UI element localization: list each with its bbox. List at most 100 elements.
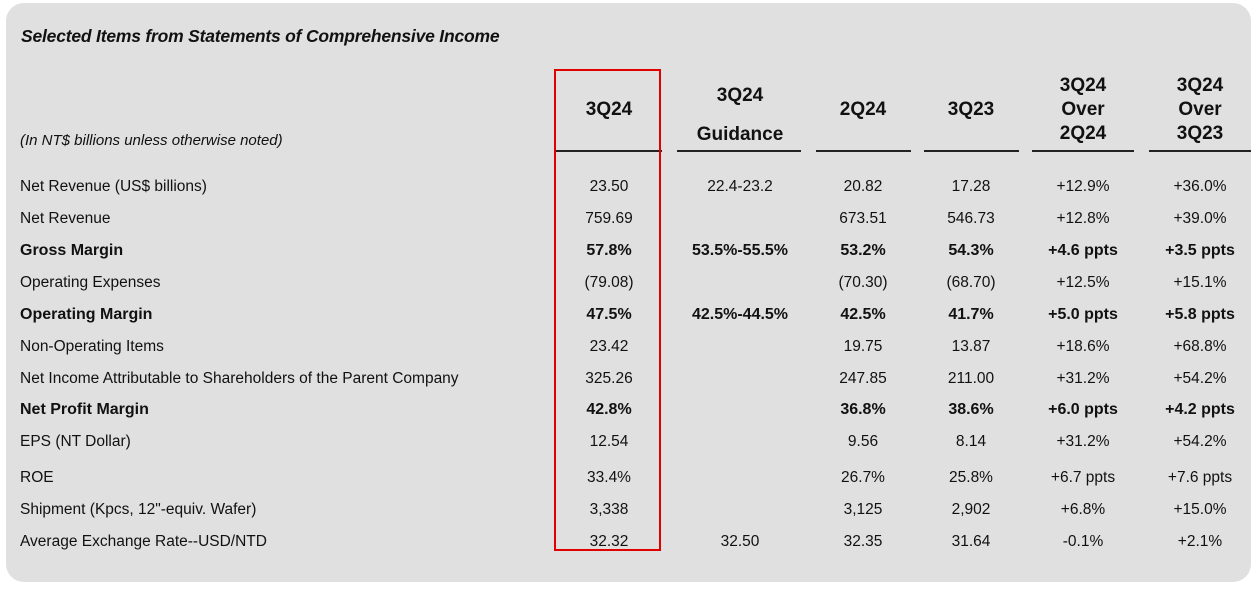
table-cell: +15.1%: [1173, 274, 1227, 291]
row-label: ROE: [20, 469, 54, 486]
table-row: Net Profit Margin 42.8% 36.8% 38.6% +6.0 ppt…: [0, 398, 1257, 422]
table-title: Selected Items from Statements of Compre…: [21, 26, 500, 46]
table-row: Net Revenue 759.69 673.51 546.73 +12.8% +39.0…: [0, 207, 1257, 231]
table-cell: 47.5%: [586, 306, 632, 323]
table-cell: 9.56: [847, 433, 879, 450]
table-row: Net Revenue (US$ billions) 23.50 22.4-23.2…: [0, 175, 1257, 199]
column-header-line: 3Q23: [1176, 123, 1224, 144]
table-row: Operating Margin 47.5% 42.5%-44.5% 42.5% 41.…: [0, 303, 1257, 327]
table-cell: 247.85: [839, 370, 887, 387]
column-header-line: 3Q24: [1176, 75, 1224, 96]
table-cell: (70.30): [838, 274, 888, 291]
table-cell: 2,902: [951, 501, 991, 518]
column-underline: [924, 150, 1019, 152]
table-cell: +6.7 ppts: [1050, 469, 1116, 486]
table-cell: +54.2%: [1173, 433, 1227, 450]
table-row: Shipment (Kpcs, 12"-equiv. Wafer) 3,338 3,…: [0, 498, 1257, 522]
table-cell: +12.8%: [1056, 210, 1110, 227]
row-label: Average Exchange Rate--USD/NTD: [20, 533, 267, 550]
units-note: (In NT$ billions unless otherwise noted): [20, 132, 283, 149]
table-cell: +18.6%: [1056, 338, 1110, 355]
row-label: Net Income Attributable to Shareholders …: [20, 370, 459, 387]
table-row: Gross Margin 57.8% 53.5%-55.5% 53.2% 54.3% +4…: [0, 239, 1257, 263]
column-header-6: 3Q24 Over 3Q23: [1130, 74, 1257, 146]
column-header-line: Over: [1061, 99, 1105, 120]
table-cell: 38.6%: [948, 401, 994, 418]
table-cell: 13.87: [951, 338, 991, 355]
table-cell: 759.69: [585, 210, 633, 227]
table-card: [6, 3, 1251, 582]
column-header-4: 3Q23: [901, 98, 1041, 122]
column-header-2: 3Q24 Guidance: [670, 76, 810, 154]
column-underline: [816, 150, 911, 152]
table-cell: 32.35: [843, 533, 883, 550]
table-cell: 32.50: [720, 533, 760, 550]
table-cell: 31.64: [951, 533, 991, 550]
table-cell: (68.70): [946, 274, 996, 291]
table-cell: -0.1%: [1062, 533, 1104, 550]
table-cell: (79.08): [584, 274, 634, 291]
row-label: Shipment (Kpcs, 12"-equiv. Wafer): [20, 501, 257, 518]
table-cell: +5.0 ppts: [1048, 306, 1118, 323]
table-cell: 19.75: [843, 338, 883, 355]
table-cell: +36.0%: [1173, 178, 1227, 195]
table-cell: +39.0%: [1173, 210, 1227, 227]
table-cell: 42.5%-44.5%: [691, 306, 789, 323]
table-row: EPS (NT Dollar) 12.54 9.56 8.14 +31.2% +54.2%: [0, 430, 1257, 454]
row-label: Net Revenue (US$ billions): [20, 178, 207, 195]
column-header-3: 2Q24: [793, 98, 933, 122]
table-row: ROE 33.4% 26.7% 25.8% +6.7 ppts +7.6 ppts: [0, 466, 1257, 490]
table-cell: 325.26: [585, 370, 633, 387]
table-cell: 53.2%: [840, 242, 886, 259]
column-header-line: Guidance: [696, 124, 784, 145]
table-cell: 673.51: [839, 210, 887, 227]
table-row: Non-Operating Items 23.42 19.75 13.87 +18.6%…: [0, 335, 1257, 359]
highlight-box: [554, 69, 661, 551]
column-header-line: Over: [1178, 99, 1222, 120]
table-cell: 41.7%: [948, 306, 994, 323]
column-header-5: 3Q24 Over 2Q24: [1013, 74, 1153, 146]
table-cell: 3,125: [843, 501, 883, 518]
column-underline: [556, 150, 662, 152]
table-cell: 42.8%: [586, 401, 632, 418]
table-row: Net Income Attributable to Shareholders …: [0, 367, 1257, 391]
table-cell: +6.8%: [1060, 501, 1106, 518]
table-row: Operating Expenses (79.08) (70.30) (68.70) +…: [0, 271, 1257, 295]
row-label: Net Profit Margin: [20, 401, 149, 418]
table-row: Average Exchange Rate--USD/NTD 32.32 32.50…: [0, 530, 1257, 554]
table-cell: +15.0%: [1173, 501, 1227, 518]
row-label: Operating Expenses: [20, 274, 161, 291]
table-cell: +7.6 ppts: [1167, 469, 1233, 486]
table-cell: 211.00: [947, 370, 995, 387]
table-cell: +12.9%: [1056, 178, 1110, 195]
row-label: Non-Operating Items: [20, 338, 164, 355]
table-cell: 17.28: [951, 178, 991, 195]
row-label: EPS (NT Dollar): [20, 433, 131, 450]
table-cell: 8.14: [955, 433, 987, 450]
table-cell: 20.82: [843, 178, 883, 195]
column-header-line: 3Q24: [716, 85, 764, 106]
column-header-line: 3Q24: [1059, 75, 1107, 96]
table-cell: 36.8%: [840, 401, 886, 418]
table-cell: 12.54: [589, 433, 629, 450]
column-underline: [677, 150, 801, 152]
column-underline: [1032, 150, 1134, 152]
table-cell: 42.5%: [840, 306, 886, 323]
column-header-1: 3Q24: [539, 98, 679, 122]
table-cell: +54.2%: [1173, 370, 1227, 387]
table-cell: +5.8 ppts: [1165, 306, 1235, 323]
table-cell: 22.4-23.2: [707, 178, 773, 195]
table-cell: +3.5 ppts: [1165, 242, 1235, 259]
table-cell: +4.2 ppts: [1165, 401, 1235, 418]
table-cell: 3,338: [589, 501, 629, 518]
column-header-line: 3Q24: [585, 99, 633, 120]
column-header-line: 2Q24: [839, 99, 887, 120]
table-cell: 33.4%: [587, 469, 631, 486]
table-cell: 23.50: [589, 178, 629, 195]
row-label: Net Revenue: [20, 210, 111, 227]
table-cell: 546.73: [947, 210, 995, 227]
table-cell: 53.5%-55.5%: [691, 242, 789, 259]
column-header-line: 2Q24: [1059, 123, 1107, 144]
table-cell: 25.8%: [949, 469, 993, 486]
table-cell: +6.0 ppts: [1048, 401, 1118, 418]
